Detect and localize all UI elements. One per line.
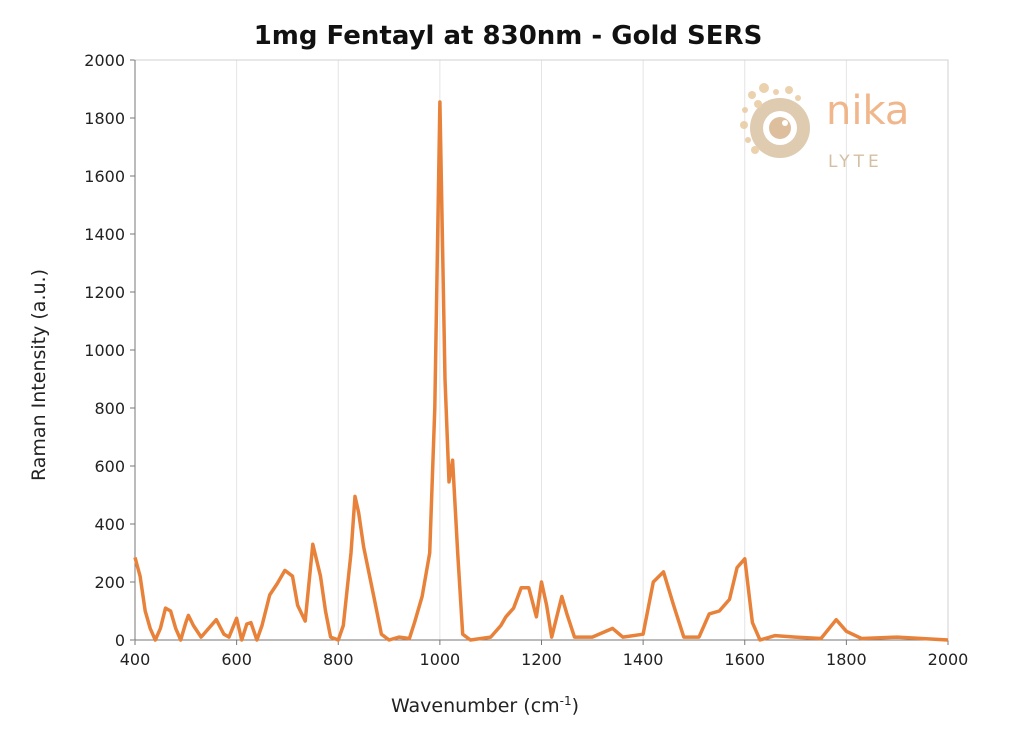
y-tick-label: 1800	[84, 109, 125, 128]
y-axis-label: Raman Intensity (a.u.)	[28, 269, 50, 481]
x-tick-label: 400	[120, 650, 151, 669]
nika-lyte-logo: nika LYTE	[740, 83, 909, 172]
x-tick-label: 1800	[826, 650, 867, 669]
chart-title: 1mg Fentayl at 830nm - Gold SERS	[254, 21, 763, 51]
x-tick-label: 1400	[623, 650, 664, 669]
y-tick-label: 600	[94, 457, 125, 476]
x-tick-label: 800	[323, 650, 354, 669]
x-tick-label: 1600	[724, 650, 765, 669]
y-tick-label: 1400	[84, 225, 125, 244]
y-tick-label: 2000	[84, 51, 125, 70]
y-tick-label: 0	[115, 631, 125, 650]
x-tick-label: 1200	[521, 650, 562, 669]
y-tick-label: 200	[94, 573, 125, 592]
spectrum-line	[133, 100, 949, 642]
y-tick-label: 400	[94, 515, 125, 534]
y-tick-label: 800	[94, 399, 125, 418]
x-tick-label: 2000	[928, 650, 969, 669]
x-tick-label: 600	[221, 650, 252, 669]
x-tick-label: 1000	[420, 650, 461, 669]
svg-text:nika: nika	[826, 88, 909, 134]
svg-text:LYTE: LYTE	[828, 152, 883, 172]
y-tick-label: 1600	[84, 167, 125, 186]
x-axis-label: Wavenumber (cm-1)	[391, 694, 579, 717]
y-tick-label: 1000	[84, 341, 125, 360]
y-tick-label: 1200	[84, 283, 125, 302]
